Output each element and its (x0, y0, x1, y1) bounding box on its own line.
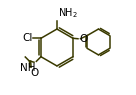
Text: NH: NH (20, 63, 36, 73)
Text: O: O (79, 34, 87, 44)
Text: O: O (31, 68, 39, 78)
Text: NH$_2$: NH$_2$ (58, 6, 78, 20)
Text: Cl: Cl (22, 33, 33, 43)
